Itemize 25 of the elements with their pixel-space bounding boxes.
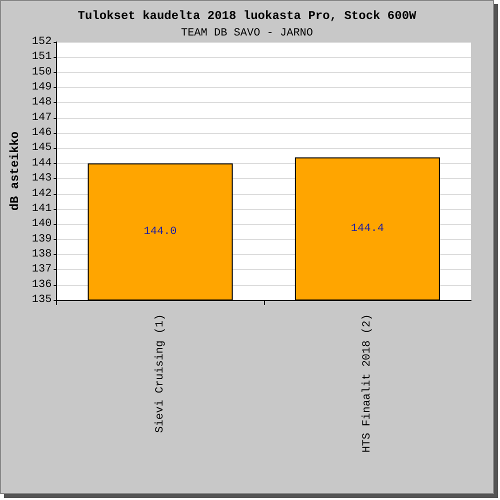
y-tick-label: 137 bbox=[32, 264, 52, 276]
y-tick-label: 148 bbox=[32, 96, 52, 109]
y-tick-label: 151 bbox=[32, 51, 52, 64]
y-tick-label: 141 bbox=[32, 202, 52, 215]
y-tick-label: 144 bbox=[32, 157, 52, 170]
y-tick-label: 146 bbox=[32, 127, 52, 140]
y-tick-label: 138 bbox=[32, 248, 52, 260]
y-tick-label: 149 bbox=[32, 82, 52, 94]
y-tick-label: 145 bbox=[32, 142, 52, 154]
y-tick-label: 143 bbox=[32, 172, 52, 185]
y-tick-label: 136 bbox=[32, 278, 52, 291]
data-label: 144.4 bbox=[350, 222, 384, 235]
y-tick-label: 142 bbox=[32, 188, 52, 200]
y-tick-label: 150 bbox=[32, 66, 52, 78]
y-tick-label: 140 bbox=[32, 218, 52, 230]
x-tick-label: Sievi Cruising (1) bbox=[154, 314, 166, 433]
y-tick-label: 147 bbox=[32, 112, 52, 124]
y-axis-title: dB asteikko bbox=[8, 131, 22, 211]
y-tick-label: 139 bbox=[32, 233, 52, 246]
y-tick-label: 152 bbox=[32, 36, 52, 48]
x-tick-label: HTS Finaalit 2018 (2) bbox=[361, 314, 374, 453]
chart-title: Tulokset kaudelta 2018 luokasta Pro, Stock 600W bbox=[78, 9, 418, 23]
chart-subtitle: TEAM DB SAVO - JARNO bbox=[180, 28, 314, 40]
data-label: 144.0 bbox=[144, 226, 177, 238]
y-tick-label: 135 bbox=[32, 294, 52, 306]
